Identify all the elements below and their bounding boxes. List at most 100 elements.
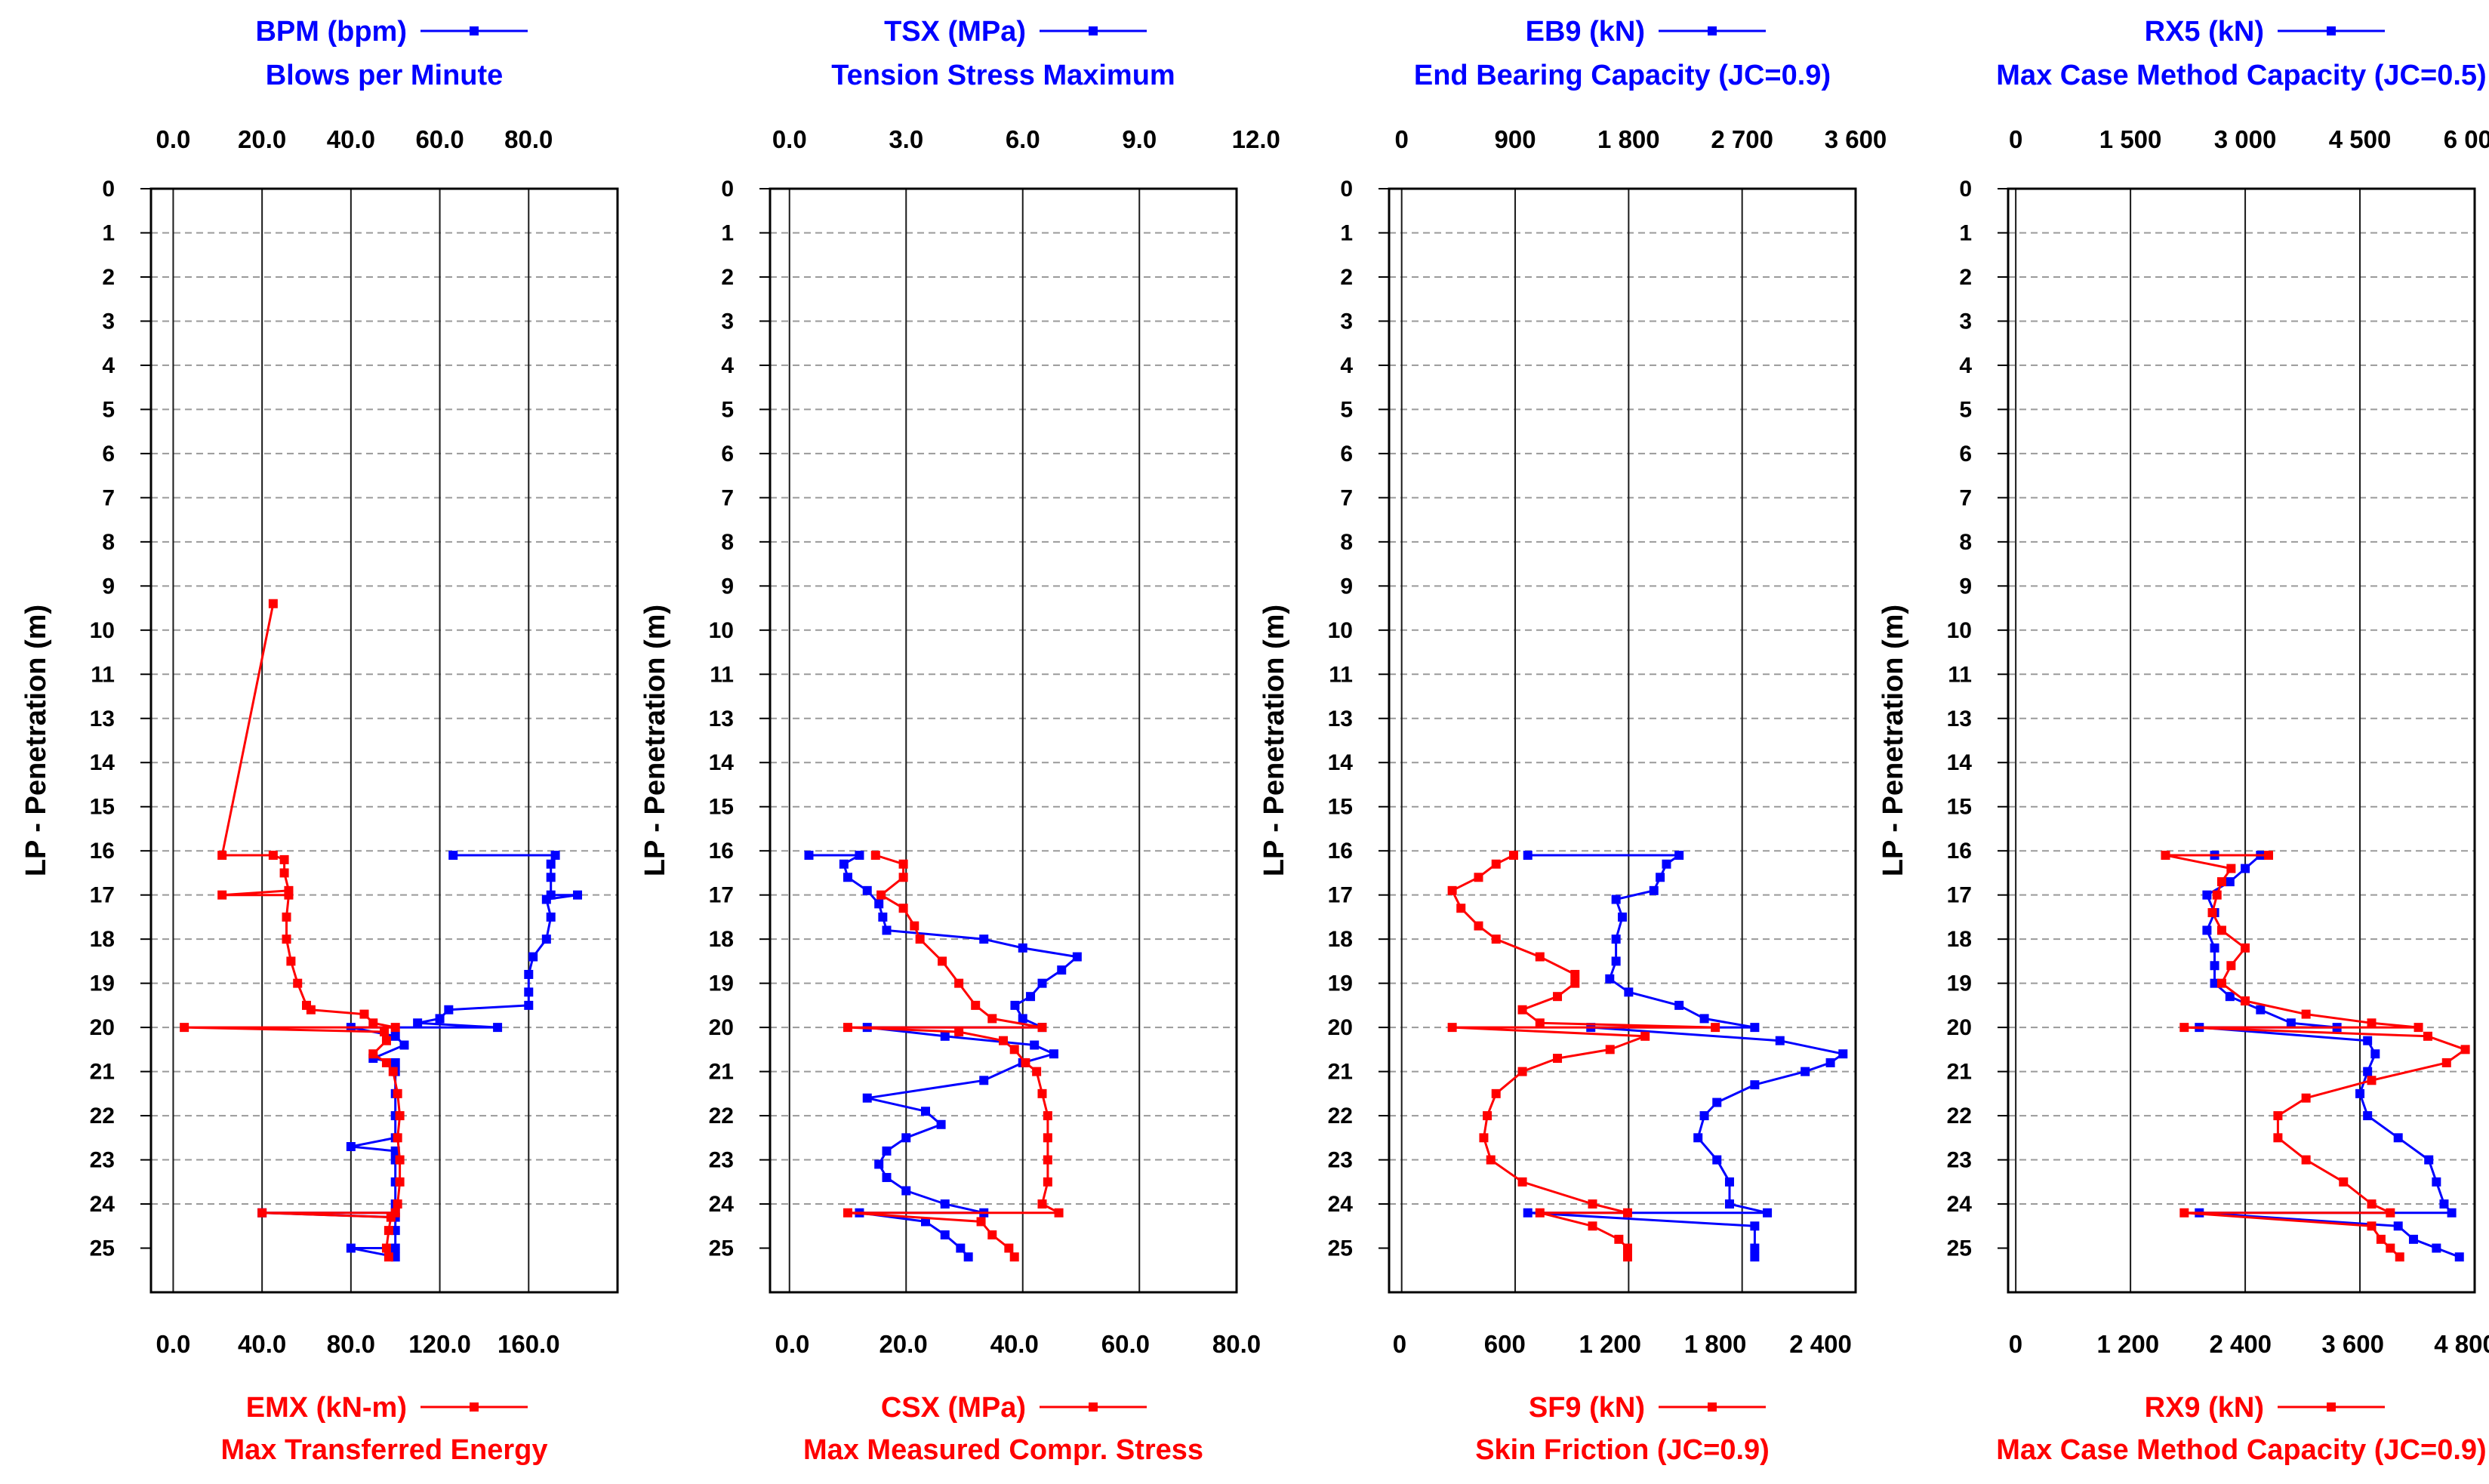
top-axis-label: EB9 (kN) — [1526, 16, 1645, 48]
data-point — [1712, 1155, 1722, 1165]
y-tick-label: 10 — [90, 618, 115, 643]
data-point — [1447, 885, 1457, 895]
top-axis-label: BPM (bpm) — [255, 16, 407, 48]
data-point — [2432, 1177, 2441, 1187]
series-sf9 — [1447, 851, 1720, 1262]
y-tick-label: 21 — [1328, 1060, 1353, 1085]
data-point — [936, 1119, 946, 1129]
data-point — [2225, 877, 2235, 887]
bottom-tick-label: 0 — [1393, 1330, 1406, 1358]
y-tick-label: 18 — [1947, 927, 1972, 952]
series-bpm — [257, 851, 583, 1262]
top-tick-label: 6 000 — [2444, 125, 2489, 153]
bottom-axis-legend-marker — [2327, 1402, 2336, 1412]
y-tick-label: 7 — [1959, 485, 1972, 510]
data-point — [268, 599, 278, 608]
data-point — [882, 1172, 892, 1182]
series-tsx — [804, 851, 1082, 1262]
data-point — [1674, 851, 1684, 861]
y-tick-label: 8 — [721, 530, 734, 555]
data-point — [546, 859, 556, 869]
data-point — [1009, 1045, 1019, 1055]
data-point — [346, 1142, 356, 1152]
data-point — [2241, 864, 2250, 873]
data-point — [2179, 1208, 2189, 1218]
y-tick-label: 6 — [1959, 442, 1972, 466]
data-point — [368, 1018, 378, 1028]
y-tick-label: 17 — [1328, 883, 1353, 908]
data-point — [938, 956, 947, 966]
data-point — [1570, 978, 1580, 988]
y-tick-label: 2 — [721, 265, 734, 290]
data-point — [1009, 1252, 1019, 1262]
data-point — [1032, 1067, 1042, 1076]
y-tick-label: 3 — [102, 309, 115, 334]
data-point — [870, 851, 880, 861]
top-axis-description: Max Case Method Capacity (JC=0.5) — [1996, 60, 2486, 91]
bottom-axis-label: CSX (MPa) — [881, 1392, 1026, 1424]
y-tick-label: 11 — [91, 662, 115, 687]
y-tick-label: 5 — [721, 397, 734, 422]
data-point — [395, 1177, 405, 1187]
top-tick-label: 900 — [1494, 125, 1536, 153]
y-tick-label: 8 — [102, 530, 115, 555]
data-point — [839, 859, 849, 869]
data-point — [390, 1023, 400, 1033]
data-point — [2441, 1058, 2451, 1067]
series-csx — [843, 851, 1064, 1262]
data-point — [257, 1208, 267, 1218]
y-tick-label: 5 — [102, 397, 115, 422]
data-point — [1838, 1049, 1848, 1059]
y-tick-label: 10 — [1328, 618, 1353, 643]
y-axis-title: LP - Penetration (m) — [1878, 605, 1909, 876]
bottom-tick-label: 0 — [2009, 1330, 2022, 1358]
data-point — [2216, 877, 2226, 887]
y-tick-label: 25 — [1947, 1236, 1972, 1261]
data-point — [1018, 1014, 1027, 1024]
data-point — [876, 890, 886, 900]
data-point — [1611, 934, 1621, 944]
data-point — [1043, 1133, 1052, 1143]
data-point — [1018, 943, 1027, 953]
data-point — [1447, 1023, 1457, 1033]
data-point — [1072, 952, 1082, 962]
data-point — [1054, 1208, 1064, 1218]
data-point — [306, 1005, 316, 1014]
bottom-tick-label: 0.0 — [156, 1330, 190, 1358]
data-point — [2367, 1221, 2377, 1231]
data-point — [2210, 978, 2219, 988]
data-point — [2286, 1018, 2296, 1028]
y-tick-label: 1 — [1340, 220, 1353, 245]
series-line — [2198, 854, 2460, 1258]
y-tick-label: 19 — [90, 971, 115, 996]
data-point — [381, 1036, 391, 1045]
data-point — [524, 987, 534, 997]
data-point — [2370, 1049, 2380, 1059]
bottom-axis-legend-marker — [470, 1402, 479, 1412]
y-tick-label: 20 — [1947, 1015, 1972, 1040]
data-point — [1605, 974, 1615, 984]
data-point — [546, 873, 556, 882]
y-tick-label: 14 — [1328, 750, 1354, 775]
data-point — [1711, 1023, 1720, 1033]
data-point — [388, 1067, 398, 1076]
y-tick-label: 9 — [102, 574, 115, 599]
data-point — [987, 1014, 997, 1024]
data-point — [1491, 934, 1501, 944]
data-point — [282, 934, 291, 944]
bottom-axis-label: SF9 (kN) — [1529, 1392, 1645, 1424]
series-line — [260, 854, 579, 1258]
data-point — [1523, 851, 1533, 861]
y-tick-label: 22 — [1947, 1104, 1972, 1128]
data-point — [2263, 851, 2273, 861]
y-axis-title: LP - Penetration (m) — [1258, 605, 1290, 876]
y-tick-label: 2 — [1959, 265, 1972, 290]
data-point — [386, 1212, 396, 1222]
data-point — [2393, 1133, 2403, 1143]
data-point — [1750, 1221, 1760, 1231]
bottom-tick-label: 160.0 — [497, 1330, 560, 1358]
data-point — [2393, 1221, 2403, 1231]
y-tick-label: 13 — [709, 707, 734, 731]
data-point — [1611, 894, 1621, 904]
y-tick-label: 9 — [721, 574, 734, 599]
